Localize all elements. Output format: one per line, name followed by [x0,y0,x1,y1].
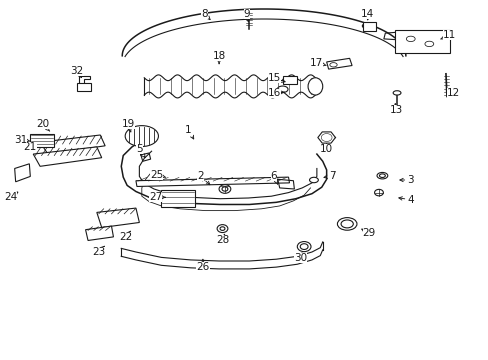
Polygon shape [326,58,351,69]
Text: 18: 18 [212,51,225,64]
Text: 4: 4 [398,195,413,205]
Ellipse shape [379,174,385,177]
Text: 24: 24 [4,192,18,202]
Text: 28: 28 [215,234,229,246]
Bar [77,83,91,91]
Polygon shape [33,147,102,166]
Text: 21: 21 [23,142,37,152]
Text: 27: 27 [148,192,165,202]
Polygon shape [40,135,105,154]
Text: 2: 2 [197,171,209,185]
Polygon shape [394,30,449,53]
Ellipse shape [341,220,352,228]
Text: 19: 19 [121,119,135,132]
Text: 15: 15 [267,73,285,84]
Text: 26: 26 [196,259,209,272]
Ellipse shape [406,36,414,41]
Text: 12: 12 [446,88,460,98]
Bar [362,22,375,31]
Bar [30,134,54,147]
Text: 1: 1 [184,125,193,139]
Ellipse shape [125,126,158,147]
Text: 9: 9 [243,9,250,22]
Text: 13: 13 [388,104,402,115]
Ellipse shape [424,41,433,46]
Text: 7: 7 [324,171,335,181]
Ellipse shape [392,91,400,95]
Ellipse shape [309,177,318,183]
Ellipse shape [376,172,387,179]
Text: 6: 6 [270,171,277,184]
Text: 25: 25 [149,170,165,180]
Polygon shape [97,208,139,228]
Text: 31: 31 [14,135,30,145]
Text: 23: 23 [92,246,105,257]
Polygon shape [85,226,113,240]
Ellipse shape [337,217,356,230]
Text: 14: 14 [360,9,374,20]
Bar [161,190,194,207]
Ellipse shape [321,134,331,141]
Text: 17: 17 [309,58,325,68]
Ellipse shape [219,185,230,193]
Text: 29: 29 [361,228,375,238]
Text: 32: 32 [70,66,84,78]
Text: 30: 30 [294,253,306,264]
Ellipse shape [220,227,224,230]
Ellipse shape [307,78,322,95]
Ellipse shape [374,189,383,196]
Ellipse shape [362,23,375,29]
Text: 8: 8 [201,9,210,19]
Text: 3: 3 [399,175,413,185]
Text: 20: 20 [37,119,50,131]
Polygon shape [136,177,289,186]
Ellipse shape [329,63,337,67]
Ellipse shape [277,86,287,93]
Ellipse shape [297,242,310,252]
Polygon shape [79,76,90,89]
Text: 5: 5 [136,144,145,158]
Ellipse shape [222,187,227,191]
Text: 22: 22 [119,231,133,242]
Text: 11: 11 [440,30,456,40]
Bar [282,76,297,84]
Ellipse shape [300,244,307,249]
Polygon shape [15,164,30,182]
Text: 16: 16 [267,88,284,98]
Text: 10: 10 [320,144,332,154]
Ellipse shape [217,225,227,233]
